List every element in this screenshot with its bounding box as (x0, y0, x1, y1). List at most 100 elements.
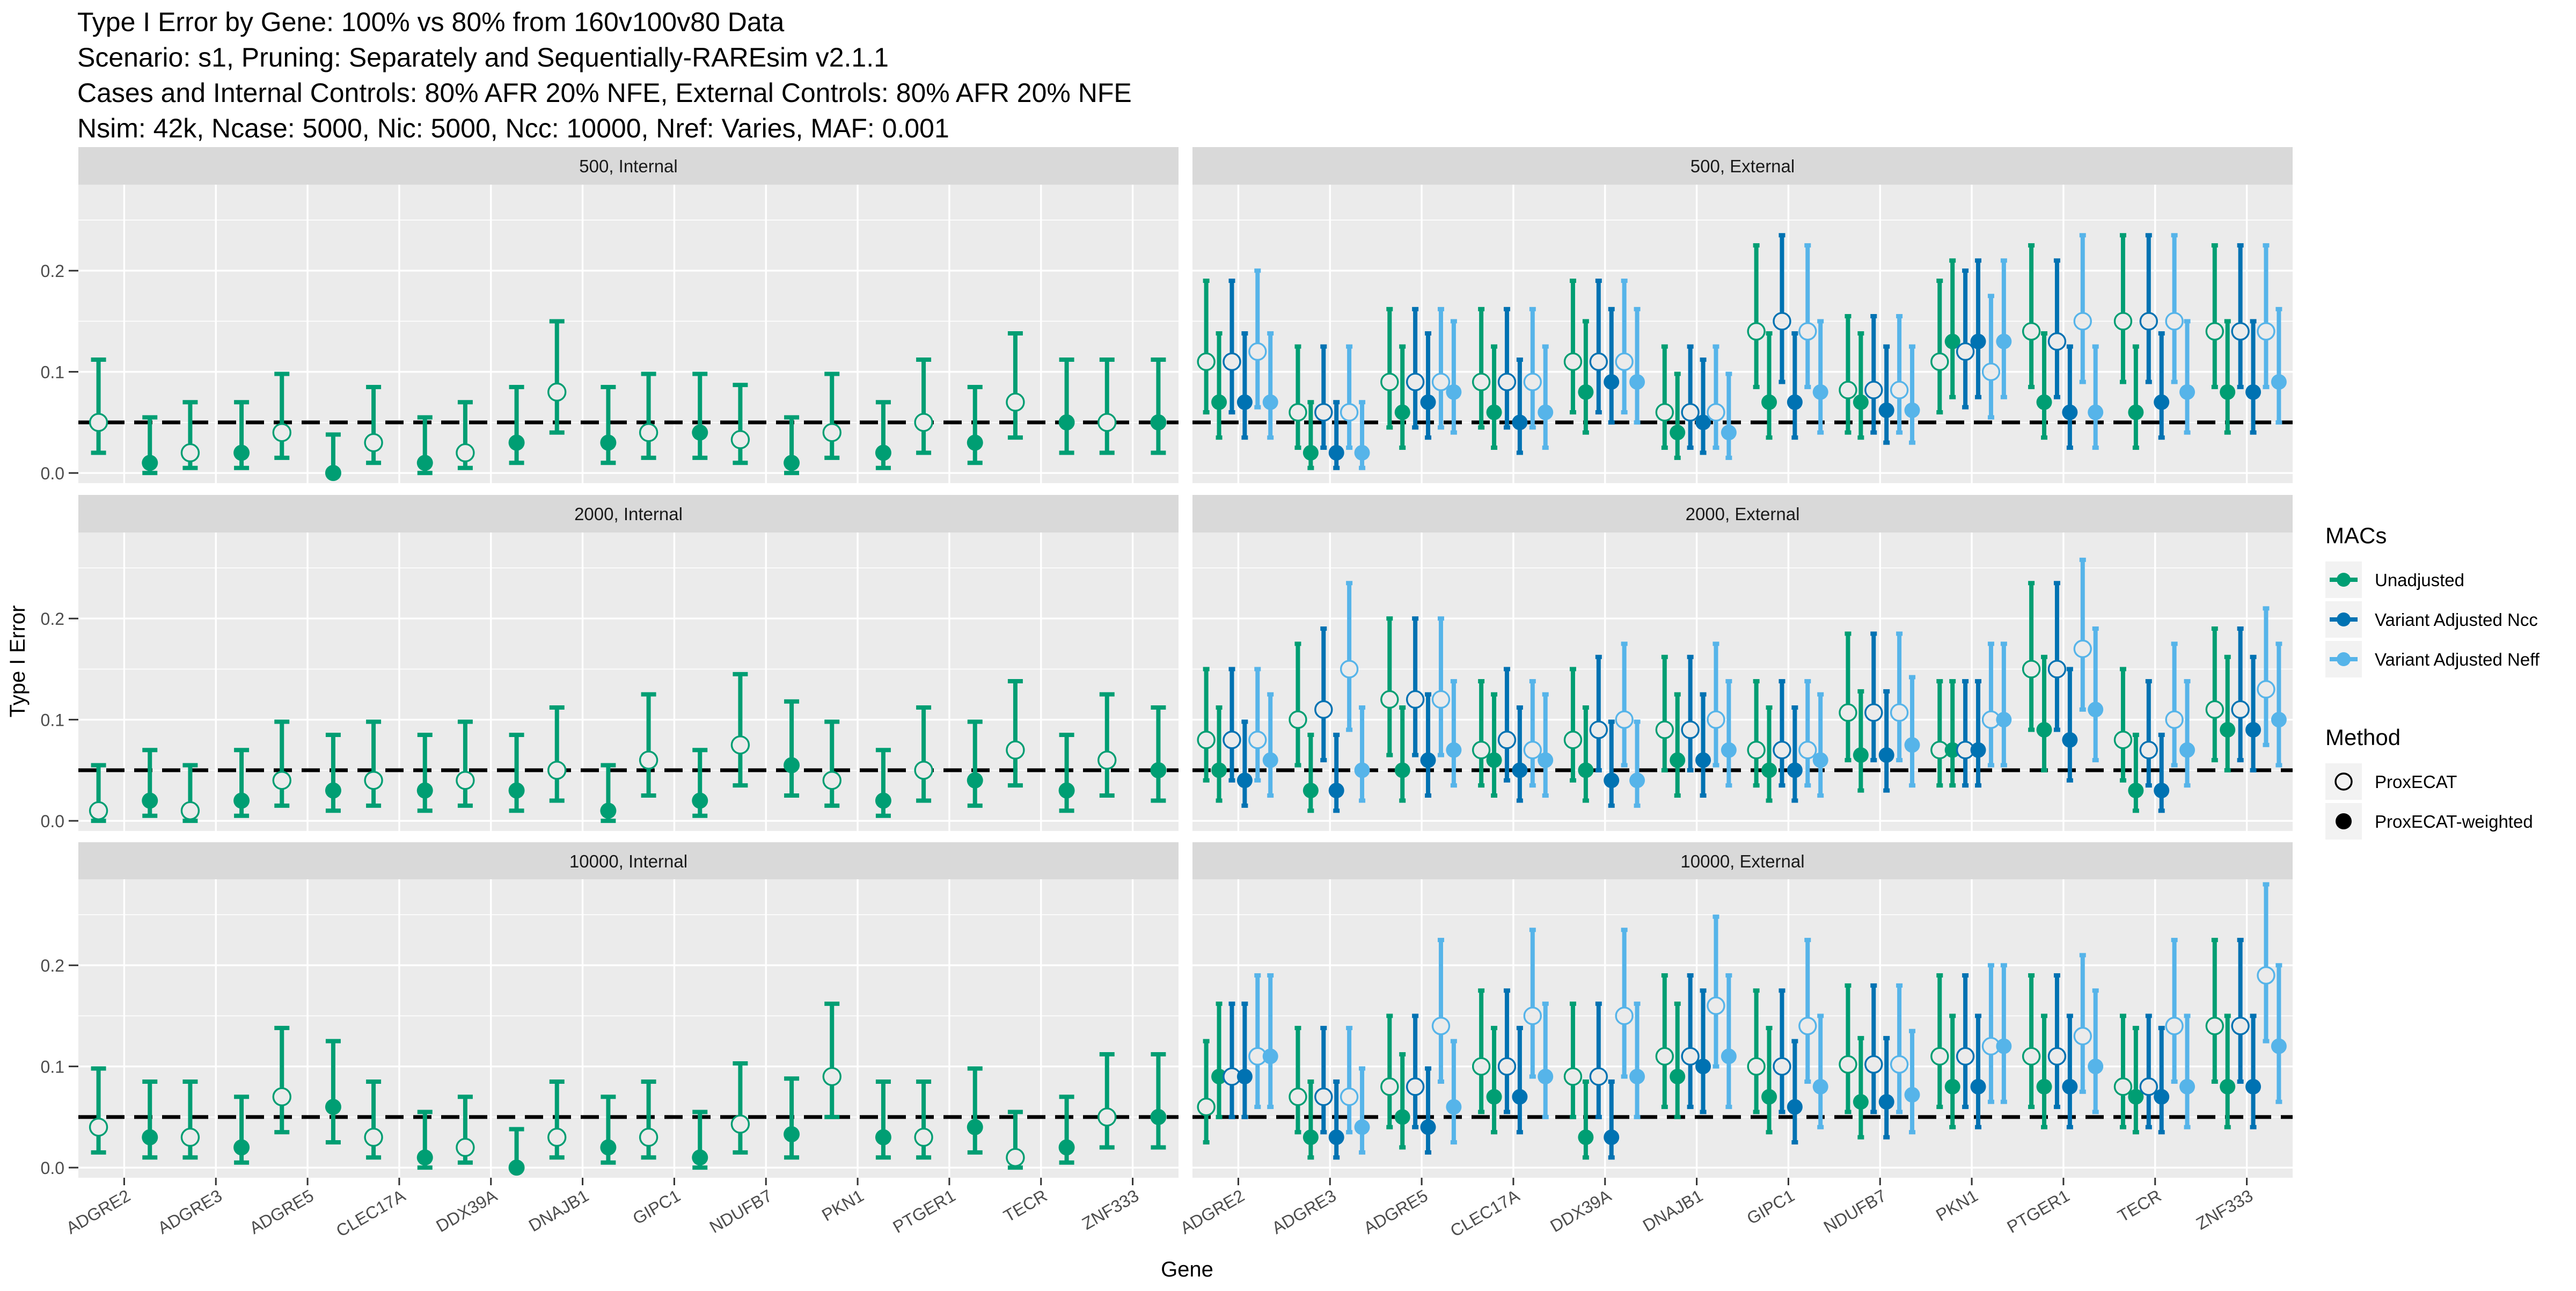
legend-label-method: ProxECAT (2375, 772, 2457, 792)
data-point-filled (1787, 1099, 1803, 1115)
series-unadjusted-proxecat (1197, 938, 2224, 1145)
data-point-open (1707, 996, 1725, 1015)
data-point-filled (1761, 1089, 1777, 1105)
data-point-open (2047, 332, 2067, 351)
data-point-open (639, 423, 658, 442)
data-point-filled (1695, 752, 1711, 768)
data-point-filled (142, 1129, 158, 1146)
data-point-filled (1394, 762, 1410, 778)
series-unadjusted-proxecat (89, 1001, 1117, 1170)
data-point-filled (2271, 712, 2287, 728)
data-point-open (2073, 312, 2092, 331)
data-point-filled (1512, 1089, 1528, 1105)
data-point-filled (1629, 772, 1645, 789)
data-point-open (1839, 381, 1857, 399)
facet-panels: 0.0 0.1 0.2 0.0 0.1 0.2 0.0 0.1 0.2 ADGRE2 ADGRE3 A… (41, 147, 2293, 1241)
data-point-open (2139, 312, 2158, 331)
data-point-open (1289, 710, 1307, 729)
data-point-filled (1761, 762, 1777, 778)
data-point-filled (1670, 425, 1686, 441)
data-point-filled (2220, 384, 2236, 400)
data-point-open (547, 1127, 567, 1147)
x-tick-label: PTGER1 (2004, 1186, 2073, 1237)
series-variant-adjusted-ncc-proxecat-weighted (1236, 654, 2262, 813)
data-point-filled (2154, 1089, 2170, 1105)
y-tick-label: 0.0 (41, 812, 64, 831)
chart-title-line-3: Cases and Internal Controls: 80% AFR 20%… (77, 78, 1132, 108)
data-point-filled (2245, 384, 2262, 400)
legend-label-macs: Variant Adjusted Ncc (2375, 610, 2538, 630)
data-point-open (1248, 731, 1267, 749)
data-point-filled (1996, 712, 2012, 728)
data-point-open (1497, 731, 1517, 749)
data-point-filled (875, 1129, 891, 1146)
data-point-filled (784, 1126, 800, 1142)
data-point-open (2231, 700, 2250, 719)
data-point-open (2073, 1026, 2092, 1046)
data-point-filled (1236, 394, 1253, 410)
data-point-filled (1420, 752, 1436, 768)
y-tick-label: 0.2 (41, 261, 64, 281)
x-tick-label: DDX39A (1547, 1186, 1614, 1236)
legend-key-open-circle (2334, 772, 2353, 791)
data-point-filled (1058, 1139, 1075, 1156)
data-point-filled (233, 792, 250, 809)
data-point-filled (1486, 404, 1502, 420)
data-point-open (1773, 741, 1791, 760)
data-point-filled (2271, 1038, 2287, 1054)
data-point-open (822, 771, 841, 790)
data-point-filled (233, 1139, 250, 1156)
data-point-open (914, 413, 933, 432)
data-point-open (456, 443, 475, 463)
data-point-open (1563, 352, 1583, 371)
data-point-filled (692, 1149, 708, 1166)
data-point-open (1097, 750, 1117, 770)
y-tick-label: 0.2 (41, 956, 64, 975)
data-point-filled (1058, 414, 1075, 431)
data-point-filled (692, 424, 708, 441)
data-point-filled (692, 792, 708, 809)
data-point-open (1655, 1047, 1674, 1066)
data-point-filled (1761, 394, 1777, 410)
data-point-filled (1354, 762, 1370, 778)
data-point-filled (1944, 742, 1960, 758)
data-point-open (1839, 703, 1857, 722)
data-point-filled (1328, 1129, 1344, 1146)
data-point-filled (2088, 702, 2104, 718)
data-point-open (2047, 1047, 2067, 1066)
data-point-filled (1420, 1119, 1436, 1135)
data-point-filled (1211, 394, 1227, 410)
data-point-open (730, 430, 750, 449)
data-point-filled (1302, 1129, 1319, 1146)
data-point-open (456, 1137, 475, 1157)
data-point-filled (1996, 1038, 2012, 1054)
data-point-open (1798, 322, 1817, 341)
x-tick-label: PKN1 (818, 1186, 867, 1225)
data-point-filled (1302, 444, 1319, 461)
data-point-open (2113, 731, 2133, 749)
data-point-filled (1578, 384, 1594, 400)
data-point-open (1655, 403, 1674, 422)
data-point-filled (1812, 752, 1828, 768)
data-point-filled (1446, 384, 1462, 400)
data-point-filled (1578, 762, 1594, 778)
data-point-open (1864, 1055, 1883, 1074)
data-point-filled (967, 772, 983, 789)
data-point-open (180, 443, 200, 463)
x-tick-label: ADGRE2 (1177, 1186, 1248, 1238)
series-variant-adjusted-ncc-proxecat (1223, 581, 2250, 788)
data-point-filled (1486, 1089, 1502, 1105)
data-point-filled (1996, 333, 2012, 349)
data-point-open (1314, 700, 1333, 719)
series-unadjusted-proxecat (89, 672, 1117, 823)
data-point-open (1289, 1088, 1307, 1106)
data-point-filled (2062, 404, 2078, 420)
data-point-open (1097, 413, 1117, 432)
x-axis-label: Gene (1161, 1258, 1213, 1281)
panel-background (78, 185, 1179, 483)
series-variant-adjusted-ncc-proxecat (1223, 938, 2250, 1135)
data-point-filled (1629, 374, 1645, 390)
data-point-open (1314, 1088, 1333, 1106)
data-point-filled (1538, 1069, 1554, 1085)
